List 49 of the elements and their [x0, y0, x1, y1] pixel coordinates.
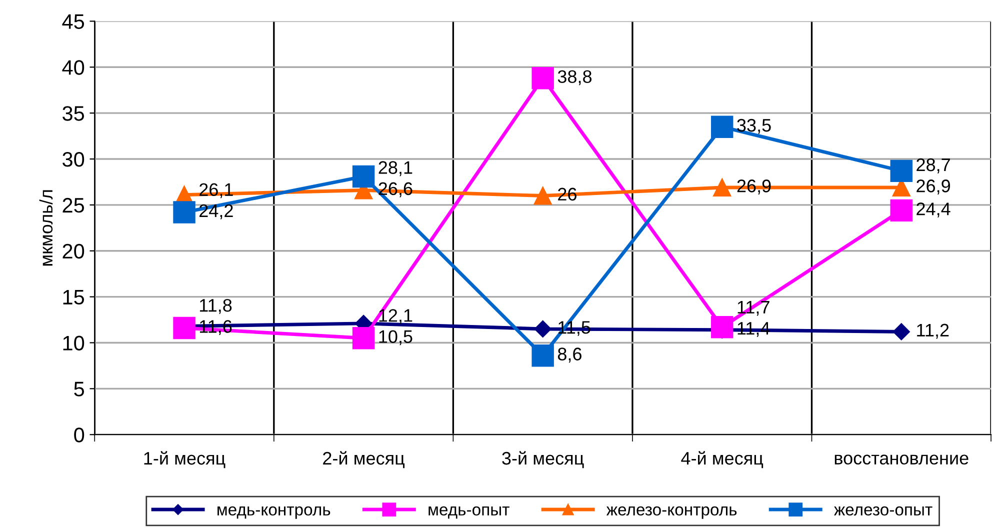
point [534, 186, 552, 205]
point [532, 344, 554, 367]
data-label: 10,5 [379, 330, 412, 346]
y-tick-label: 35 [62, 106, 84, 121]
x-tick-label: восстановление [834, 454, 968, 465]
point [173, 316, 196, 340]
point [713, 178, 732, 197]
data-label: 11,8 [200, 298, 232, 314]
data-label: 11,2 [917, 324, 949, 339]
data-label: 28,7 [916, 158, 950, 174]
point [534, 320, 552, 338]
y-tick-label: 15 [63, 290, 84, 305]
y-tick-label: 25 [62, 198, 84, 213]
point [892, 323, 910, 340]
y-tick-label: 10 [63, 336, 84, 350]
y-tick-label: 0 [74, 428, 84, 442]
point [710, 116, 734, 138]
y-axis-title: мкмоль/л [39, 190, 53, 266]
legend-label: медь-опыт [428, 506, 510, 519]
data-label: 24,4 [916, 202, 950, 218]
point [890, 160, 912, 182]
point [890, 199, 912, 222]
point [352, 327, 375, 350]
x-tick-label: 4-й месяц [681, 451, 764, 468]
x-tick-label: 1-й месяц [144, 451, 226, 468]
data-label: 24,2 [200, 204, 233, 220]
legend-label: железо-контроль [606, 506, 737, 519]
y-tick-label: 5 [74, 382, 84, 396]
point [532, 67, 554, 90]
data-label: 38,8 [558, 70, 592, 86]
x-tick-label: 2-й месяц [323, 451, 405, 468]
legend-label: железо-опыт [834, 506, 932, 516]
data-label: 8,6 [558, 348, 582, 363]
data-label: 26,9 [737, 180, 771, 194]
data-label: 28,1 [378, 161, 412, 176]
legend-label: медь-контроль [218, 506, 330, 519]
y-tick-label: 20 [62, 244, 84, 259]
point [710, 316, 734, 338]
data-label: 26,9 [916, 180, 950, 194]
data-label: 12,1 [379, 309, 412, 324]
y-tick-label: 30 [62, 152, 84, 167]
y-tick-label: 45 [62, 14, 84, 29]
y-tick-label: 40 [62, 60, 84, 75]
x-tick-label: 3-й месяц [502, 451, 584, 468]
data-label: 11,6 [200, 320, 232, 336]
data-label: 33,5 [737, 118, 771, 134]
point [352, 165, 375, 188]
point [173, 201, 196, 224]
data-label: 11,4 [738, 322, 770, 337]
